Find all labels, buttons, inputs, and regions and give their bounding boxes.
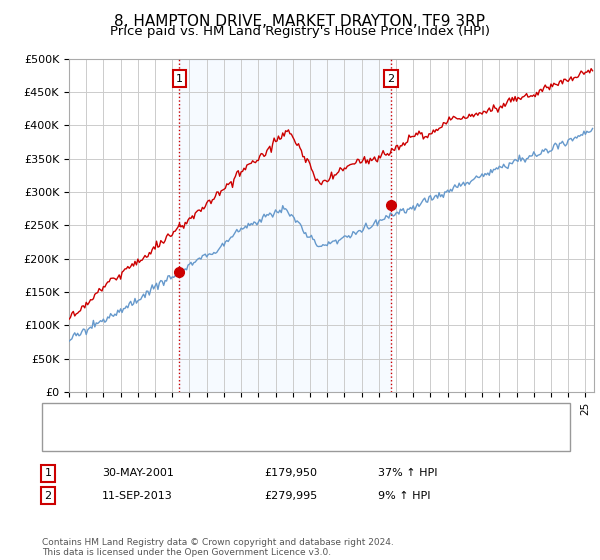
- Text: £279,995: £279,995: [264, 491, 317, 501]
- Text: 11-SEP-2013: 11-SEP-2013: [102, 491, 173, 501]
- Text: 37% ↑ HPI: 37% ↑ HPI: [378, 468, 437, 478]
- Text: HPI: Average price, detached house, Shropshire: HPI: Average price, detached house, Shro…: [96, 434, 345, 444]
- Text: 30-MAY-2001: 30-MAY-2001: [102, 468, 174, 478]
- Text: 2: 2: [388, 74, 394, 84]
- Text: 9% ↑ HPI: 9% ↑ HPI: [378, 491, 431, 501]
- Text: £179,950: £179,950: [264, 468, 317, 478]
- Text: 2: 2: [44, 491, 52, 501]
- Text: 8, HAMPTON DRIVE, MARKET DRAYTON, TF9 3RP (detached house): 8, HAMPTON DRIVE, MARKET DRAYTON, TF9 3R…: [96, 413, 442, 422]
- Text: 8, HAMPTON DRIVE, MARKET DRAYTON, TF9 3RP: 8, HAMPTON DRIVE, MARKET DRAYTON, TF9 3R…: [115, 14, 485, 29]
- Text: Contains HM Land Registry data © Crown copyright and database right 2024.
This d: Contains HM Land Registry data © Crown c…: [42, 538, 394, 557]
- Bar: [179, 59, 391, 392]
- Text: Price paid vs. HM Land Registry's House Price Index (HPI): Price paid vs. HM Land Registry's House …: [110, 25, 490, 38]
- Text: 1: 1: [44, 468, 52, 478]
- Text: 1: 1: [176, 74, 183, 84]
